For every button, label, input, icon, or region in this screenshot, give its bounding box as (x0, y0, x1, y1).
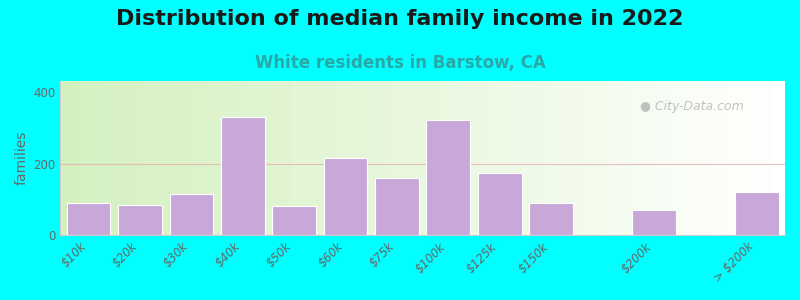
Bar (756, 81, 770, 235)
Bar (190, 81, 206, 235)
Bar (481, 81, 495, 235)
Text: White residents in Barstow, CA: White residents in Barstow, CA (254, 54, 546, 72)
Bar (770, 81, 785, 235)
Bar (735, 192, 778, 235)
Bar (669, 81, 683, 235)
Bar (611, 81, 626, 235)
Bar (133, 81, 147, 235)
Bar (510, 81, 524, 235)
Bar (321, 81, 336, 235)
Bar (74, 81, 90, 235)
Bar (408, 81, 422, 235)
Bar (640, 81, 654, 235)
Bar (582, 81, 597, 235)
Bar (90, 81, 104, 235)
Bar (654, 81, 669, 235)
Bar (478, 172, 522, 235)
Bar (221, 117, 265, 235)
Bar (727, 81, 742, 235)
Bar (336, 81, 350, 235)
Bar (553, 81, 567, 235)
Bar (118, 81, 133, 235)
Bar (567, 81, 582, 235)
Bar (170, 194, 213, 235)
Bar (394, 81, 408, 235)
Bar (292, 81, 306, 235)
Bar (278, 81, 292, 235)
Bar (426, 121, 470, 235)
Y-axis label: families: families (15, 131, 29, 185)
Bar (263, 81, 278, 235)
Bar (437, 81, 452, 235)
Bar (495, 81, 510, 235)
Bar (698, 81, 713, 235)
Bar (379, 81, 394, 235)
Bar (597, 81, 611, 235)
Bar (249, 81, 263, 235)
Bar (220, 81, 234, 235)
Bar (272, 206, 316, 235)
Bar (452, 81, 466, 235)
Bar (234, 81, 249, 235)
Bar (375, 178, 418, 235)
Bar (422, 81, 437, 235)
Bar (147, 81, 162, 235)
Bar (530, 203, 573, 235)
Bar (206, 81, 220, 235)
Bar (683, 81, 698, 235)
Bar (66, 203, 110, 235)
Bar (162, 81, 176, 235)
Text: ● City-Data.com: ● City-Data.com (640, 100, 744, 112)
Bar (626, 81, 640, 235)
Bar (466, 81, 481, 235)
Bar (118, 205, 162, 235)
Bar (60, 81, 74, 235)
Bar (632, 210, 676, 235)
Bar (324, 158, 367, 235)
Bar (713, 81, 727, 235)
Bar (104, 81, 118, 235)
Text: Distribution of median family income in 2022: Distribution of median family income in … (116, 9, 684, 29)
Bar (350, 81, 365, 235)
Bar (365, 81, 379, 235)
Bar (742, 81, 756, 235)
Bar (176, 81, 190, 235)
Bar (538, 81, 553, 235)
Bar (524, 81, 538, 235)
Bar (306, 81, 321, 235)
